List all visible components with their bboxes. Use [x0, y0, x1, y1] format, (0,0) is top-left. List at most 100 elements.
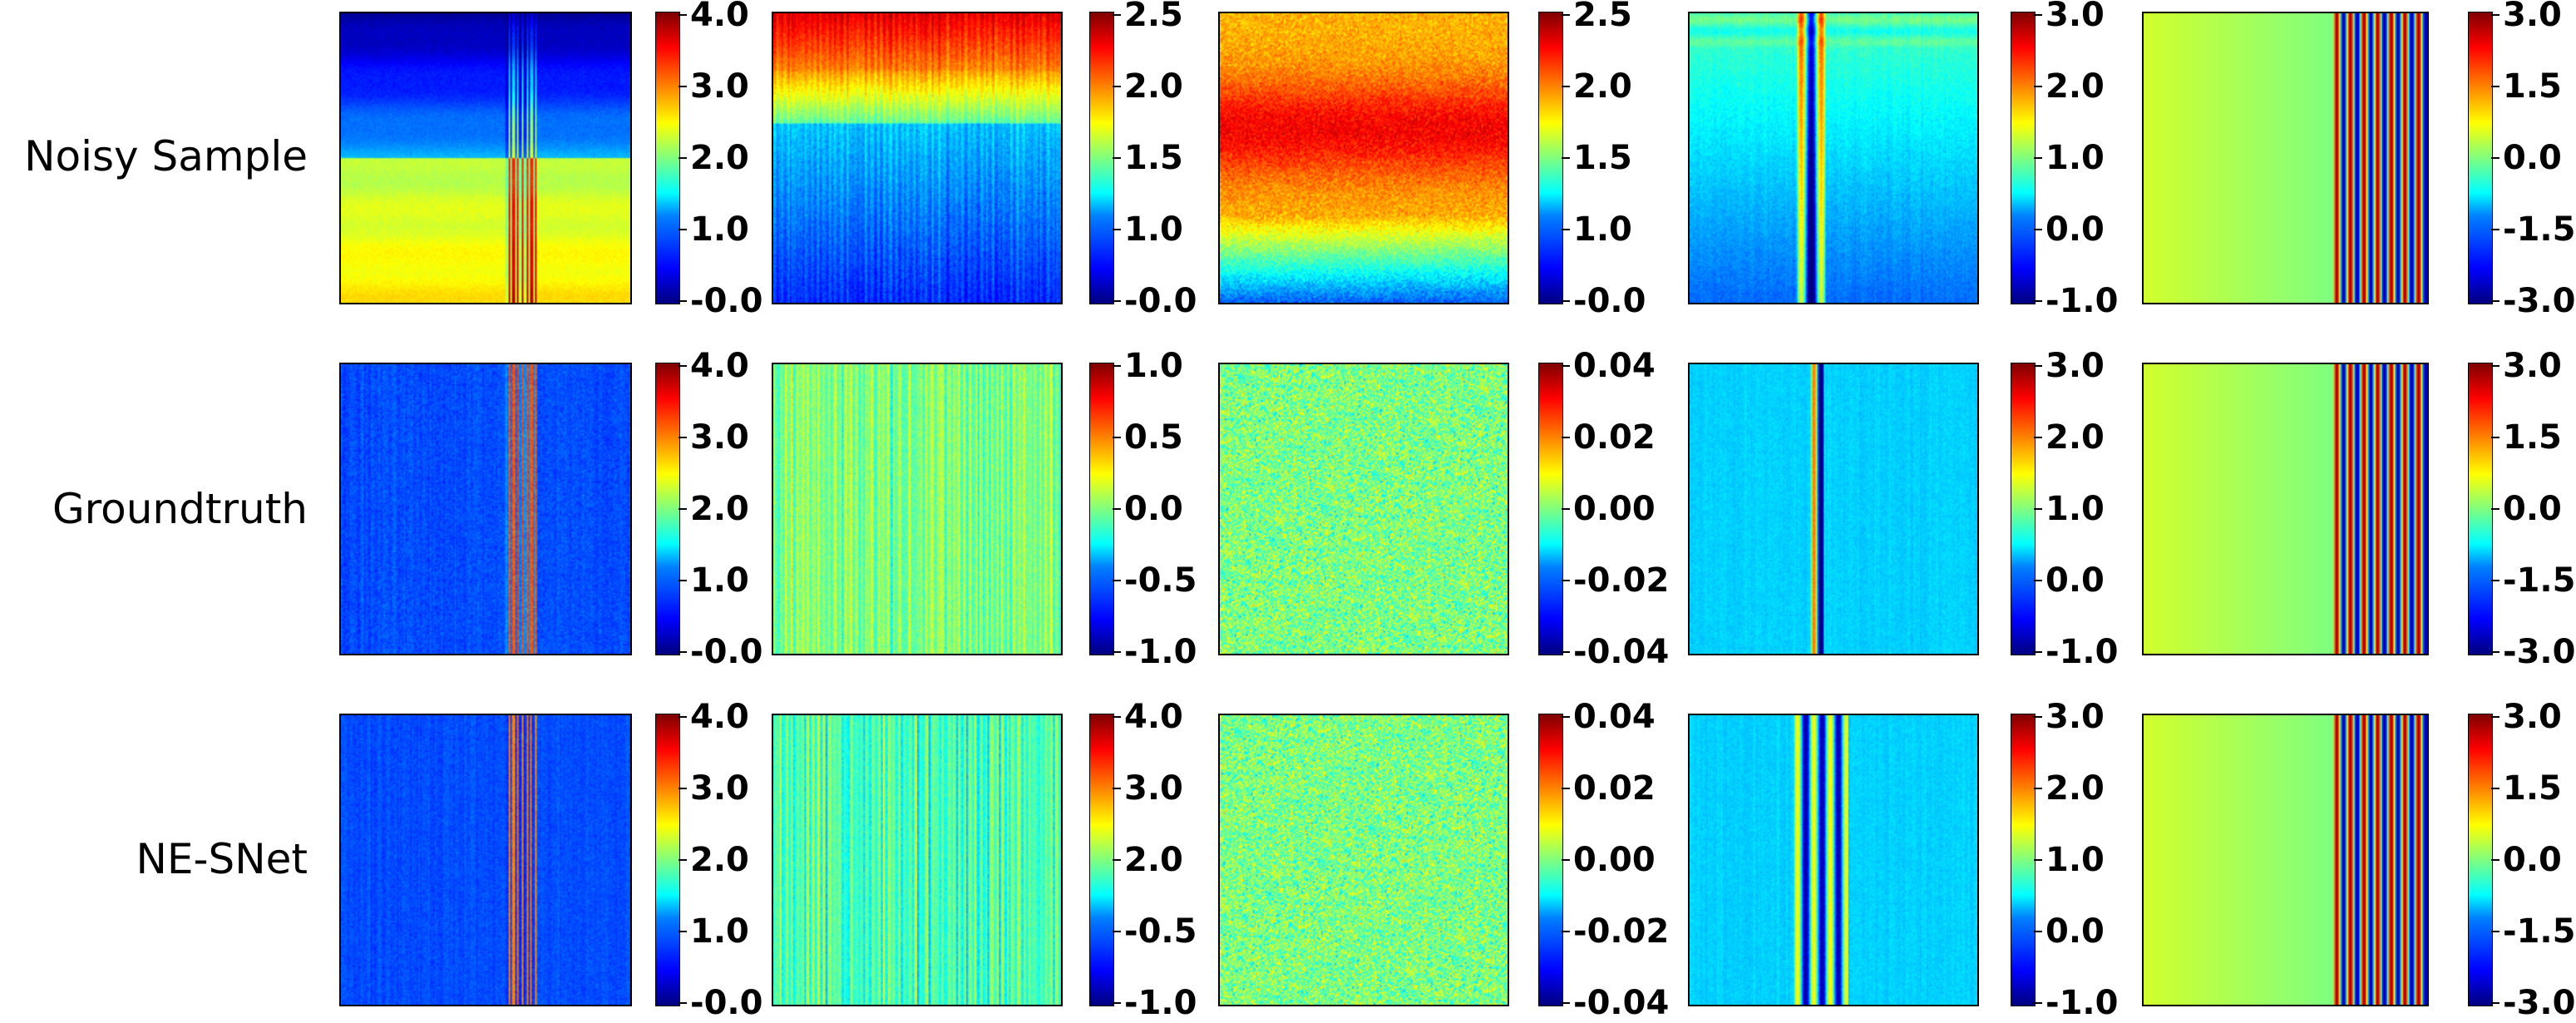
colorbar-tick-label: 4.0	[690, 347, 749, 385]
colorbar-tick-mark	[1113, 157, 1121, 159]
colorbar-tick-label: -1.0	[1124, 633, 1197, 671]
heatmap-canvas-ne-3	[1220, 715, 1508, 1005]
colorbar-tick-mark	[679, 300, 687, 302]
heatmap-canvas-gt-1	[341, 364, 630, 654]
heatmap-noisy-3	[1218, 12, 1509, 304]
colorbar-tick-label: 2.0	[1573, 67, 1632, 106]
colorbar-tick-mark	[2034, 931, 2042, 932]
colorbar-tick-label: -0.0	[1573, 282, 1646, 320]
colorbar-tick-label: 2.5	[1573, 0, 1632, 34]
colorbar-tick-label: 0.0	[1124, 490, 1183, 528]
colorbar-tick-label: 0.00	[1573, 841, 1656, 879]
colorbar-tick-label: 3.0	[2503, 698, 2562, 736]
colorbar-tick-mark	[2034, 365, 2042, 367]
colorbar-tick-mark	[2034, 508, 2042, 510]
colorbar-tick-mark	[2491, 508, 2500, 510]
colorbar-tick-mark	[1562, 14, 1570, 16]
heatmap-canvas-noisy-1	[341, 13, 630, 303]
heatmap-canvas-noisy-5	[2144, 13, 2427, 303]
colorbar-tick-mark	[2491, 859, 2500, 861]
colorbar-tick-mark	[1562, 788, 1570, 789]
colorbar-tick-mark	[2491, 229, 2500, 230]
colorbar-tick-label: -1.0	[2046, 282, 2119, 320]
colorbar-tick-label: 1.5	[2503, 769, 2562, 808]
colorbar-tick-label: -0.5	[1124, 912, 1197, 951]
colorbar-tick-mark	[1562, 365, 1570, 367]
colorbar-tick-mark	[679, 229, 687, 230]
heatmap-ne-3	[1218, 714, 1509, 1006]
colorbar-tick-label: -1.0	[2046, 633, 2119, 671]
colorbar-tick-label: -0.5	[1124, 561, 1197, 600]
heatmap-gt-5	[2142, 363, 2429, 655]
colorbar-tick-mark	[2034, 859, 2042, 861]
colorbar-tick-mark	[2034, 788, 2042, 789]
colorbar-tick-label: 2.0	[690, 490, 749, 528]
heatmap-gt-3	[1218, 363, 1509, 655]
colorbar-tick-mark	[2034, 157, 2042, 159]
colorbar-tick-label: 2.0	[1124, 841, 1183, 879]
colorbar-tick-mark	[1562, 300, 1570, 302]
colorbar-tick-label: -3.0	[2503, 984, 2576, 1022]
colorbar-tick-label: -3.0	[2503, 633, 2576, 671]
row-label-2: Groundtruth	[52, 485, 308, 533]
colorbar-tick-mark	[1562, 859, 1570, 861]
colorbar-tick-mark	[2491, 1002, 2500, 1004]
colorbar-tick-label: 2.0	[2046, 67, 2105, 106]
heatmap-canvas-noisy-4	[1690, 13, 1977, 303]
heatmap-ne-2	[772, 714, 1063, 1006]
colorbar-gt-3	[1538, 363, 1563, 655]
colorbar-tick-mark	[2491, 86, 2500, 87]
colorbar-tick-label: -0.02	[1573, 561, 1670, 600]
colorbar-ne-3	[1538, 714, 1563, 1006]
colorbar-ne-2	[1089, 714, 1114, 1006]
colorbar-tick-label: 1.0	[1124, 210, 1183, 249]
colorbar-tick-mark	[1562, 437, 1570, 438]
colorbar-tick-mark	[679, 508, 687, 510]
colorbar-tick-label: 1.0	[2046, 139, 2105, 177]
colorbar-noisy-1	[655, 12, 680, 304]
row-label-3: NE-SNet	[136, 835, 308, 883]
colorbar-tick-mark	[1562, 651, 1570, 653]
colorbar-tick-label: 1.0	[2046, 841, 2105, 879]
colorbar-tick-mark	[679, 365, 687, 367]
colorbar-tick-label: 2.0	[2046, 769, 2105, 808]
colorbar-tick-mark	[2034, 229, 2042, 230]
colorbar-tick-mark	[1113, 651, 1121, 653]
colorbar-tick-mark	[2034, 86, 2042, 87]
colorbar-tick-label: 3.0	[2046, 698, 2105, 736]
colorbar-tick-label: -0.0	[1124, 282, 1197, 320]
colorbar-tick-mark	[2491, 157, 2500, 159]
colorbar-tick-mark	[2491, 788, 2500, 789]
colorbar-tick-label: -1.0	[2046, 984, 2119, 1022]
colorbar-tick-label: -0.0	[690, 282, 763, 320]
colorbar-tick-label: 3.0	[2503, 347, 2562, 385]
colorbar-tick-label: 3.0	[2046, 0, 2105, 34]
colorbar-tick-label: -0.0	[690, 633, 763, 671]
heatmap-canvas-noisy-2	[773, 13, 1061, 303]
colorbar-tick-mark	[2491, 14, 2500, 16]
colorbar-tick-mark	[679, 859, 687, 861]
colorbar-tick-label: 2.0	[2046, 418, 2105, 457]
colorbar-tick-mark	[1562, 931, 1570, 932]
colorbar-tick-mark	[2034, 437, 2042, 438]
heatmap-ne-5	[2142, 714, 2429, 1006]
colorbar-tick-label: 3.0	[690, 418, 749, 457]
colorbar-tick-mark	[679, 14, 687, 16]
colorbar-tick-mark	[2491, 365, 2500, 367]
colorbar-tick-mark	[1562, 229, 1570, 230]
colorbar-tick-label: 3.0	[2503, 0, 2562, 34]
heatmap-canvas-gt-5	[2144, 364, 2427, 654]
heatmap-ne-1	[339, 714, 632, 1006]
colorbar-tick-mark	[679, 86, 687, 87]
colorbar-tick-label: 0.04	[1573, 698, 1656, 736]
colorbar-tick-mark	[1113, 14, 1121, 16]
heatmap-canvas-gt-2	[773, 364, 1061, 654]
colorbar-tick-label: 1.0	[2046, 490, 2105, 528]
colorbar-tick-mark	[679, 651, 687, 653]
heatmap-canvas-ne-5	[2144, 715, 2427, 1005]
colorbar-tick-mark	[1113, 365, 1121, 367]
colorbar-gt-1	[655, 363, 680, 655]
colorbar-tick-label: 0.0	[2046, 912, 2105, 951]
colorbar-tick-label: 4.0	[1124, 698, 1183, 736]
colorbar-tick-label: 3.0	[690, 67, 749, 106]
